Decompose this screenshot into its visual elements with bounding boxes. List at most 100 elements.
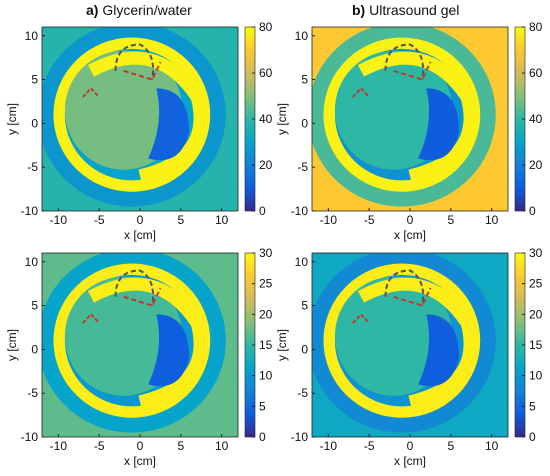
- contour-red: [123, 61, 162, 81]
- y-tick-label: 10: [25, 29, 39, 43]
- contour-dashed: [384, 43, 425, 80]
- contour-red: [123, 287, 162, 307]
- colorbar-tick-label: 80: [259, 20, 273, 34]
- colorbar-tick-label: 60: [259, 66, 273, 80]
- y-tick-label: -5: [297, 160, 308, 174]
- x-tick-label: 5: [447, 439, 454, 453]
- y-axis-label: y [cm]: [275, 103, 289, 135]
- lumen-region: [148, 88, 189, 161]
- x-tick-label: -5: [364, 213, 375, 227]
- lumen-region: [148, 314, 189, 387]
- y-tick-label: -5: [27, 386, 38, 400]
- x-tick-label: 0: [137, 439, 144, 453]
- lumen-region: [418, 88, 459, 161]
- contour-small: [82, 312, 100, 324]
- colorbar-tick-label: 60: [529, 66, 543, 80]
- plot-area: [42, 253, 238, 437]
- x-tick-label: -10: [50, 213, 68, 227]
- contour-dashed: [384, 269, 425, 306]
- colorbar-tick-label: 5: [529, 399, 536, 413]
- y-axis-label: y [cm]: [5, 103, 19, 135]
- inner-arc: [357, 277, 477, 409]
- plot-area: [42, 27, 238, 211]
- x-tick-label: 5: [447, 213, 454, 227]
- y-tick-label: 0: [31, 342, 38, 356]
- inner-arc: [357, 51, 477, 183]
- inner-arc: [87, 51, 207, 183]
- colorbar-tick-label: 15: [529, 338, 543, 352]
- y-tick-label: -10: [291, 430, 309, 444]
- heatmap-panel-a-top: -10 -5 0 5 10 -10 -5 0 5 10 x [cm] y [cm] 0 20 40 60 80: [5, 20, 273, 242]
- x-tick-label: 0: [407, 439, 414, 453]
- heatmap-panel-b-top: -10 -5 0 5 10 -10 -5 0 5 10 x [cm] y [cm] 0 20 40 60 80: [275, 20, 543, 242]
- colorbar-tick-label: 40: [259, 112, 273, 126]
- y-tick-label: 5: [31, 299, 38, 313]
- heatmap-panel-b-bottom: -10 -5 0 5 10 -10 -5 0 5 10 x [cm] y [cm] 0 5 10 15 20 25…: [275, 246, 543, 468]
- x-tick-label: 10: [485, 213, 499, 227]
- colorbar-tick-label: 20: [529, 307, 543, 321]
- y-tick-label: -10: [21, 204, 39, 218]
- column-title-a-text: Glycerin/water: [102, 2, 192, 18]
- x-tick-label: -5: [94, 439, 105, 453]
- interior-region: [64, 276, 183, 396]
- column-title-b-tag: b): [352, 2, 366, 18]
- colorbar-tick-label: 25: [529, 277, 543, 291]
- contour-dashed: [114, 43, 155, 80]
- colorbar-tick-label: 0: [529, 204, 536, 218]
- x-axis-label: x [cm]: [394, 454, 426, 468]
- x-axis-label: x [cm]: [394, 228, 426, 242]
- plot-area: [312, 253, 508, 437]
- colorbar-tick-label: 20: [259, 158, 273, 172]
- x-axis-label: x [cm]: [124, 228, 156, 242]
- x-tick-label: -5: [364, 439, 375, 453]
- y-tick-label: 10: [25, 255, 39, 269]
- colorbar-tick-label: 40: [529, 112, 543, 126]
- x-tick-label: 0: [137, 213, 144, 227]
- y-tick-label: 5: [301, 299, 308, 313]
- y-tick-label: 0: [31, 116, 38, 130]
- lumen-region: [418, 314, 459, 387]
- y-tick-label: -10: [291, 204, 309, 218]
- x-tick-label: 10: [215, 213, 229, 227]
- interior-region: [334, 276, 453, 396]
- x-axis-label: x [cm]: [124, 454, 156, 468]
- x-tick-label: -10: [320, 213, 338, 227]
- column-title-b-text: Ultrasound gel: [369, 2, 460, 18]
- column-title-a-tag: a): [86, 2, 99, 18]
- colorbar-tick-label: 15: [259, 338, 273, 352]
- y-tick-label: -5: [297, 386, 308, 400]
- x-tick-label: 10: [485, 439, 499, 453]
- x-tick-label: -10: [50, 439, 68, 453]
- contour-dashed: [114, 269, 155, 306]
- y-axis-label: y [cm]: [5, 329, 19, 361]
- colorbar-tick-label: 30: [259, 246, 273, 260]
- colorbar-tick-label: 20: [529, 158, 543, 172]
- plot-area: [312, 27, 508, 211]
- interior-region: [64, 50, 183, 170]
- x-tick-label: -5: [94, 213, 105, 227]
- inner-arc: [87, 277, 207, 409]
- y-tick-label: -5: [27, 160, 38, 174]
- y-tick-label: 10: [295, 255, 309, 269]
- colorbar-tick-label: 0: [259, 204, 266, 218]
- y-tick-label: 10: [295, 29, 309, 43]
- colorbar-tick-label: 10: [259, 369, 273, 383]
- colorbar-tick-label: 10: [529, 369, 543, 383]
- colorbar-tick-label: 0: [259, 430, 266, 444]
- x-tick-label: 10: [215, 439, 229, 453]
- contour-red: [393, 287, 432, 307]
- contour-small: [352, 86, 370, 98]
- y-tick-label: 0: [301, 342, 308, 356]
- y-tick-label: 5: [31, 73, 38, 87]
- y-tick-label: 5: [301, 73, 308, 87]
- x-tick-label: 5: [177, 213, 184, 227]
- column-title-a: a) Glycerin/water: [86, 2, 192, 18]
- colorbar-tick-label: 30: [529, 246, 543, 260]
- colorbar-tick-label: 5: [259, 399, 266, 413]
- colorbar-tick-label: 80: [529, 20, 543, 34]
- y-tick-label: 0: [301, 116, 308, 130]
- heatmap-panel-a-bottom: -10 -5 0 5 10 -10 -5 0 5 10 x [cm] y [cm] 0 5 10 15 20 25…: [5, 246, 273, 468]
- colorbar-tick-label: 25: [259, 277, 273, 291]
- y-axis-label: y [cm]: [275, 329, 289, 361]
